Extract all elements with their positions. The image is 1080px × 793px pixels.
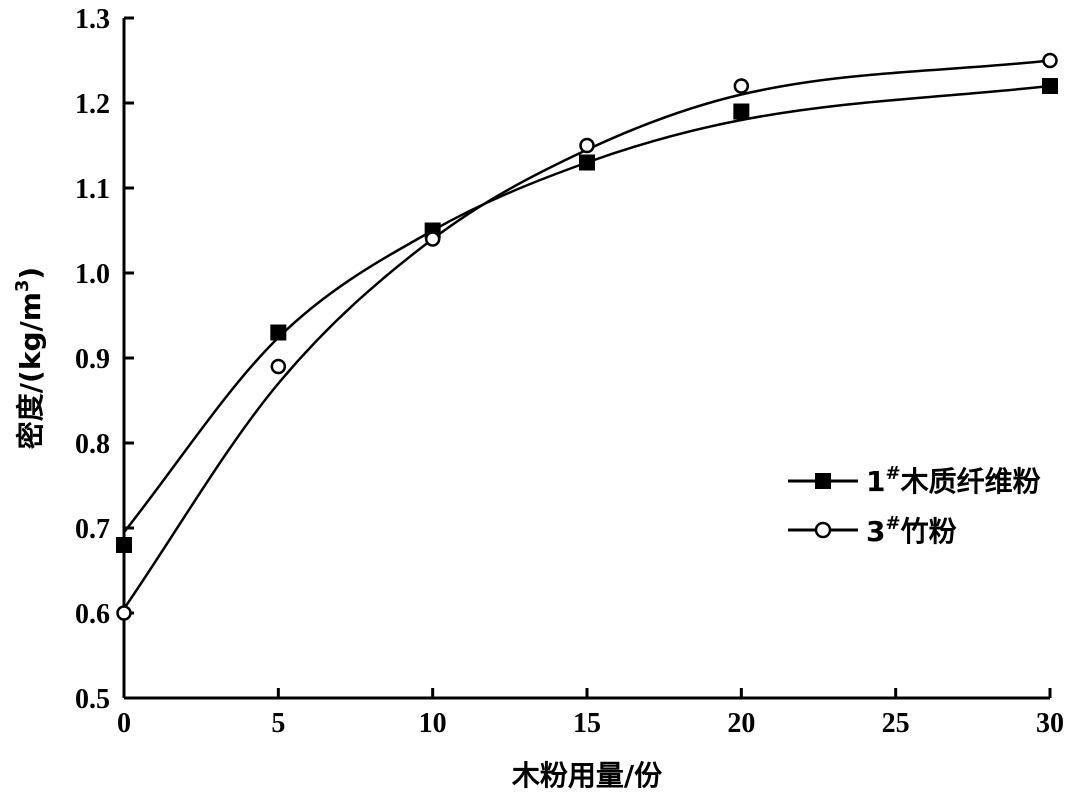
y-tick-label: 0.9 — [75, 344, 110, 375]
data-point-series-0 — [579, 154, 595, 171]
legend-label-bamboo-num: 3 — [866, 515, 885, 548]
data-point-series-1 — [579, 137, 595, 154]
y-tick-label: 0.6 — [75, 599, 110, 630]
data-point-series-1 — [270, 358, 287, 375]
legend-marker-filled-square — [815, 473, 831, 489]
data-point-series-0 — [116, 537, 132, 553]
y-tick-label: 1.0 — [75, 259, 110, 290]
legend-label-wood-fiber: 1#木质纤维粉 — [866, 463, 1041, 498]
x-axis-title: 木粉用量/份 — [511, 759, 662, 792]
x-tick-label: 30 — [1036, 708, 1064, 739]
y-tick-label: 0.5 — [75, 684, 110, 715]
y-tick-label: 1.1 — [75, 174, 110, 205]
y-axis-title-sup: 3 — [12, 280, 33, 293]
y-tick-label: 0.7 — [75, 514, 110, 545]
legend-label-bamboo: 3#竹粉 — [866, 513, 957, 548]
legend-item-bamboo: 3#竹粉 — [788, 513, 957, 548]
data-point-series-1 — [424, 231, 441, 247]
legend-label-wood-fiber-sup: # — [885, 463, 900, 484]
legend-label-bamboo-sup: # — [885, 513, 900, 534]
y-axis-title-end: ) — [14, 267, 47, 280]
x-tick-label: 0 — [117, 708, 131, 739]
y-axis-title: 密度/(kg/m3) — [12, 267, 47, 449]
x-tick-label: 20 — [727, 708, 755, 739]
fit-curve-series-0 — [123, 84, 1051, 534]
x-tick-label: 25 — [882, 708, 910, 739]
x-tick-label: 5 — [271, 708, 285, 739]
legend-label-wood-fiber-num: 1 — [866, 465, 885, 498]
data-point-series-0 — [1042, 78, 1058, 94]
legend: 1#木质纤维粉 3#竹粉 — [788, 463, 1041, 548]
x-tick-label: 10 — [419, 708, 447, 739]
fit-curve-series-1 — [122, 59, 1051, 610]
x-ticks: 0 5 10 15 20 25 30 — [117, 688, 1064, 739]
y-axis-title-main: 密度/(kg/m — [14, 292, 47, 449]
legend-marker-open-circle — [814, 521, 832, 539]
data-point-series-0 — [270, 324, 287, 341]
data-point-series-0 — [733, 103, 750, 120]
data-point-series-1 — [1042, 52, 1058, 69]
y-tick-label: 0.8 — [75, 429, 110, 460]
data-point-series-1 — [116, 605, 132, 621]
fit-curves — [122, 59, 1051, 610]
y-ticks: 0.5 0.6 0.7 0.8 0.9 1.0 1.1 1.2 1.3 — [75, 4, 134, 715]
data-point-series-1 — [733, 78, 750, 94]
data-points — [116, 52, 1058, 621]
legend-item-wood-fiber: 1#木质纤维粉 — [788, 463, 1041, 498]
legend-label-wood-fiber-text: 木质纤维粉 — [900, 465, 1041, 498]
y-tick-label: 1.3 — [75, 4, 110, 35]
axes — [122, 18, 1050, 700]
legend-label-bamboo-text: 竹粉 — [900, 515, 957, 548]
x-tick-label: 15 — [573, 708, 601, 739]
y-tick-label: 1.2 — [75, 89, 110, 120]
